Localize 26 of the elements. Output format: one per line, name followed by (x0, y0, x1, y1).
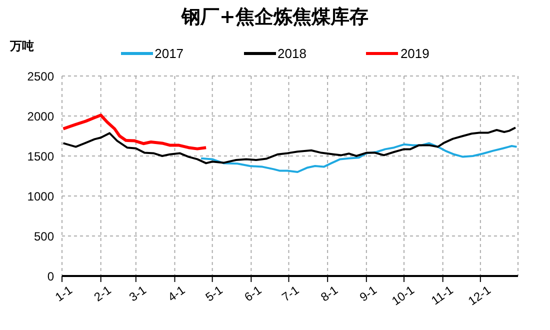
x-tick-label: 9-1 (357, 282, 380, 304)
x-tick-label: 7-1 (279, 282, 302, 304)
y-tick-label: 1000 (27, 189, 54, 204)
x-tick-label: 3-1 (126, 282, 150, 304)
line-series (62, 126, 516, 164)
y-tick-label: 2500 (27, 69, 54, 84)
x-tick-label: 1-1 (52, 282, 76, 304)
y-axis-title: 万吨 (10, 38, 34, 55)
x-tick-label: 2-1 (91, 282, 114, 304)
y-tick-label: 2000 (27, 109, 54, 124)
x-tick-label: 6-1 (242, 282, 264, 304)
x-tick-label: 4-1 (165, 282, 188, 304)
x-tick-label: 11-1 (428, 282, 456, 308)
legend-label: 2018 (278, 46, 306, 61)
x-tick-label: 5-1 (202, 282, 226, 304)
y-tick-label: 1500 (27, 149, 54, 164)
y-tick-label: 500 (34, 229, 54, 244)
x-tick-label: 8-1 (318, 282, 341, 304)
legend-label: 2017 (154, 46, 184, 61)
line-series (200, 142, 518, 173)
y-tick-label: 0 (47, 269, 54, 284)
chart-title: 钢厂+焦企炼焦煤库存 (180, 5, 370, 30)
line-series (62, 114, 208, 150)
x-tick-label: 12-1 (466, 282, 494, 308)
legend-label: 2019 (400, 46, 430, 61)
x-tick-label: 10-1 (389, 282, 418, 308)
